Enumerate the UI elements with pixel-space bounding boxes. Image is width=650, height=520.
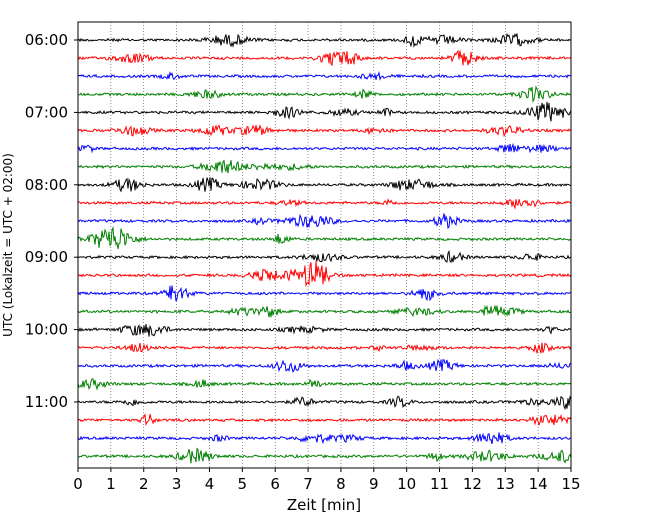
x-tick-label: 14	[529, 475, 548, 493]
seismic-trace	[77, 85, 572, 103]
x-tick-label: 8	[336, 475, 346, 493]
y-axis-label: UTC (Lokalzeit = UTC + 02:00)	[1, 153, 15, 337]
seismic-trace	[77, 324, 572, 337]
seismic-trace	[77, 197, 572, 210]
seismic-trace	[77, 249, 572, 264]
seismic-trace	[77, 70, 572, 81]
x-tick-label: 9	[369, 475, 379, 493]
seismic-trace	[77, 226, 572, 250]
x-tick-label: 12	[463, 475, 482, 493]
y-tick-label: 06:00	[25, 31, 68, 49]
seismic-trace	[77, 213, 572, 229]
y-tick-label: 07:00	[25, 103, 68, 121]
y-tick-label: 08:00	[25, 176, 68, 194]
seismic-trace	[77, 342, 572, 355]
seismic-trace	[77, 432, 572, 445]
x-tick-label: 11	[430, 475, 449, 493]
seismic-trace	[77, 260, 572, 288]
seismic-traces	[77, 32, 572, 464]
x-tick-label: 1	[106, 475, 116, 493]
grid-lines	[110, 22, 539, 468]
plot-frame	[77, 21, 572, 469]
seismic-trace	[77, 101, 572, 122]
seismic-trace	[77, 395, 572, 411]
seismic-trace	[77, 124, 572, 138]
seismic-trace	[77, 177, 572, 193]
y-axis-ticks: 06:00 07:00 08:00 09:00 10:00 11:00	[25, 31, 78, 411]
seismic-trace	[77, 447, 572, 464]
x-tick-label: 0	[73, 475, 83, 493]
x-tick-label: 2	[139, 475, 149, 493]
y-tick-label: 10:00	[25, 321, 68, 339]
seismic-trace	[77, 358, 572, 373]
seismic-trace	[77, 142, 572, 154]
y-tick-label: 11:00	[25, 393, 68, 411]
seismic-trace	[77, 413, 572, 427]
seismic-trace	[77, 378, 572, 391]
seismic-trace	[77, 159, 572, 174]
x-tick-label: 15	[561, 475, 580, 493]
seismic-trace	[77, 32, 572, 48]
x-tick-label: 13	[496, 475, 515, 493]
x-tick-label: 7	[303, 475, 313, 493]
y-tick-label: 09:00	[25, 248, 68, 266]
x-tick-label: 5	[238, 475, 248, 493]
x-tick-label: 4	[205, 475, 215, 493]
x-tick-label: 6	[270, 475, 280, 493]
seismic-trace	[77, 285, 572, 302]
x-axis-label: Zeit [min]	[287, 496, 361, 514]
seismic-trace	[77, 49, 572, 67]
x-axis-ticks: 0 1 2 3 4 5 6 7 8 9 10 11 12 13 14 15	[73, 468, 581, 493]
x-tick-label: 10	[397, 475, 416, 493]
seismic-trace	[77, 304, 572, 318]
x-tick-label: 3	[172, 475, 182, 493]
